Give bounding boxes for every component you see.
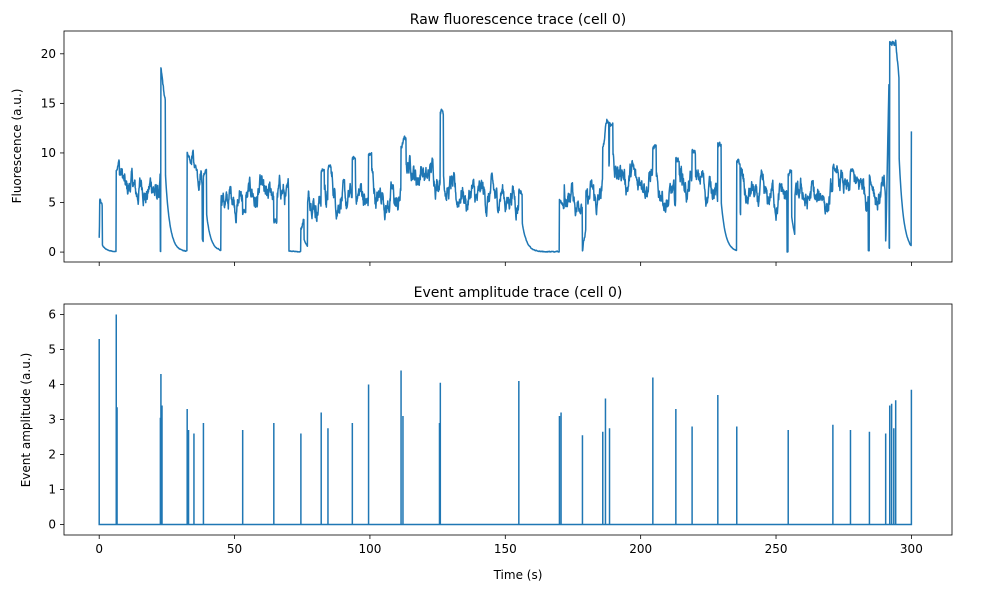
y-tick-label: 0 — [48, 245, 56, 259]
x-tick-label: 100 — [358, 542, 381, 556]
y-tick-label: 15 — [41, 96, 56, 110]
y-tick-label: 10 — [41, 146, 56, 160]
y-tick-label: 4 — [48, 378, 56, 392]
y-tick-label: 5 — [48, 343, 56, 357]
y-tick-label: 1 — [48, 483, 56, 497]
event-amplitude-plot-frame — [63, 303, 953, 536]
event-amplitude-title: Event amplitude trace (cell 0) — [414, 285, 623, 301]
x-tick-label: 50 — [227, 542, 242, 556]
x-tick-label: 0 — [95, 542, 103, 556]
y-tick-label: 6 — [48, 308, 56, 322]
x-tick-label: 200 — [629, 542, 652, 556]
x-tick-label: 150 — [494, 542, 517, 556]
event-amplitude-ticks: 0 50 100 150 200 250 300 0 1 2 3 4 5 6 — [48, 308, 922, 557]
y-tick-label: 3 — [48, 413, 56, 427]
fluorescence-plot-frame — [63, 30, 953, 263]
event-amplitude-xlabel: Time (s) — [493, 568, 543, 582]
event-amplitude-series-line — [98, 314, 913, 526]
fluorescence-ticks: 0 5 10 15 20 — [41, 47, 912, 266]
y-tick-label: 5 — [48, 196, 56, 210]
fluorescence-panel: Raw fluorescence trace (cell 0) Fluoresc… — [10, 12, 953, 266]
fluorescence-series-line — [98, 39, 913, 253]
event-amplitude-ylabel: Event amplitude (a.u.) — [19, 353, 33, 488]
y-tick-label: 2 — [48, 448, 56, 462]
fluorescence-ylabel: Fluorescence (a.u.) — [10, 89, 24, 204]
fluorescence-title: Raw fluorescence trace (cell 0) — [410, 12, 626, 28]
y-tick-label: 20 — [41, 47, 56, 61]
y-tick-label: 0 — [48, 518, 56, 532]
x-tick-label: 250 — [765, 542, 788, 556]
event-amplitude-panel: Event amplitude trace (cell 0) Event amp… — [19, 285, 953, 582]
x-tick-label: 300 — [900, 542, 923, 556]
